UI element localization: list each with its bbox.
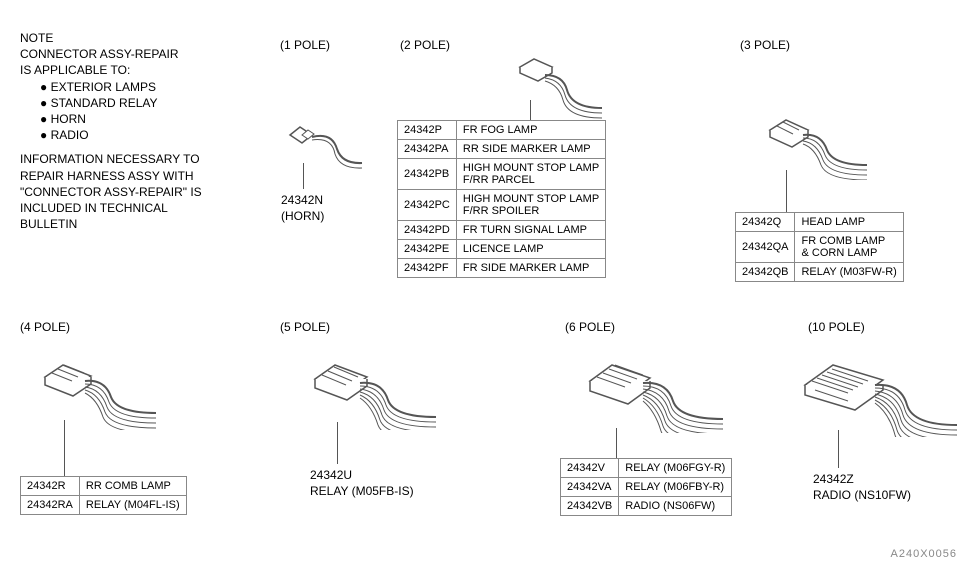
table-row: 24342QHEAD LAMP: [736, 213, 904, 232]
lead-line: [838, 430, 839, 468]
note-block: NOTE CONNECTOR ASSY-REPAIR IS APPLICABLE…: [20, 30, 202, 232]
table-row: 24342VRELAY (M06FGY-R): [561, 459, 732, 478]
part-desc: RR SIDE MARKER LAMP: [456, 140, 605, 159]
pole1-label: 24342N (HORN): [281, 193, 324, 224]
pole2-title: (2 POLE): [400, 38, 450, 52]
pole6-title: (6 POLE): [565, 320, 615, 334]
part-code: 24342VA: [561, 478, 619, 497]
part-code: 24342Q: [736, 213, 795, 232]
part-desc: HEAD LAMP: [795, 213, 903, 232]
part-desc: RELAY (M06FGY-R): [619, 459, 732, 478]
part-desc: HIGH MOUNT STOP LAMPF/RR PARCEL: [456, 159, 605, 190]
table-row: 24342PARR SIDE MARKER LAMP: [398, 140, 606, 159]
part-code: 24342PB: [398, 159, 457, 190]
pole1-sub: (HORN): [281, 209, 324, 225]
pole5-code: 24342U: [310, 468, 414, 484]
part-desc: FR COMB LAMP& CORN LAMP: [795, 232, 903, 263]
part-code: 24342PE: [398, 240, 457, 259]
part-desc: FR FOG LAMP: [456, 121, 605, 140]
pole5-sub: RELAY (M05FB-IS): [310, 484, 414, 500]
table-row: 24342PCHIGH MOUNT STOP LAMPF/RR SPOILER: [398, 190, 606, 221]
table-row: 24342VARELAY (M06FBY-R): [561, 478, 732, 497]
pole10-title: (10 POLE): [808, 320, 865, 334]
pole10-label: 24342Z RADIO (NS10FW): [813, 472, 911, 503]
part-code: 24342QA: [736, 232, 795, 263]
pole10-sub: RADIO (NS10FW): [813, 488, 911, 504]
part-desc: FR TURN SIGNAL LAMP: [456, 221, 605, 240]
part-desc: LICENCE LAMP: [456, 240, 605, 259]
part-code: 24342P: [398, 121, 457, 140]
pole1-code: 24342N: [281, 193, 324, 209]
pole5-title: (5 POLE): [280, 320, 330, 334]
part-desc: RADIO (NS06FW): [619, 497, 732, 516]
note-paragraph-line: INCLUDED IN TECHNICAL: [20, 200, 202, 216]
part-code: 24342PA: [398, 140, 457, 159]
pole10-code: 24342Z: [813, 472, 911, 488]
pole1-title: (1 POLE): [280, 38, 330, 52]
part-code: 24342PD: [398, 221, 457, 240]
part-code: 24342PF: [398, 259, 457, 278]
part-code: 24342R: [21, 477, 80, 496]
part-code: 24342V: [561, 459, 619, 478]
pole3-table: 24342QHEAD LAMP 24342QAFR COMB LAMP& COR…: [735, 212, 904, 282]
part-desc: RELAY (M03FW-R): [795, 263, 903, 282]
part-code: 24342RA: [21, 496, 80, 515]
pole6-table: 24342VRELAY (M06FGY-R) 24342VARELAY (M06…: [560, 458, 732, 516]
table-row: 24342PBHIGH MOUNT STOP LAMPF/RR PARCEL: [398, 159, 606, 190]
connector-3pole-icon: [755, 110, 885, 180]
note-paragraph-line: BULLETIN: [20, 216, 202, 232]
note-bullet: RADIO: [40, 127, 202, 143]
part-code: 24342QB: [736, 263, 795, 282]
footer-code: A240X0056: [891, 548, 958, 560]
lead-line: [530, 100, 531, 120]
lead-line: [303, 163, 304, 189]
part-desc: RELAY (M04FL-IS): [79, 496, 186, 515]
pole4-table: 24342RRR COMB LAMP 24342RARELAY (M04FL-I…: [20, 476, 187, 515]
part-desc: RELAY (M06FBY-R): [619, 478, 732, 497]
table-row: 24342PFR FOG LAMP: [398, 121, 606, 140]
lead-line: [64, 420, 65, 476]
note-line2: IS APPLICABLE TO:: [20, 62, 202, 78]
lead-line: [616, 428, 617, 458]
part-desc: HIGH MOUNT STOP LAMPF/RR SPOILER: [456, 190, 605, 221]
connector-6pole-icon: [575, 355, 735, 433]
pole2-table: 24342PFR FOG LAMP 24342PARR SIDE MARKER …: [397, 120, 606, 278]
connector-4pole-icon: [30, 355, 170, 430]
pole3-title: (3 POLE): [740, 38, 790, 52]
pole5-label: 24342U RELAY (M05FB-IS): [310, 468, 414, 499]
connector-2pole-icon: [505, 55, 625, 120]
part-code: 24342VB: [561, 497, 619, 516]
note-paragraph-line: REPAIR HARNESS ASSY WITH: [20, 168, 202, 184]
connector-10pole-icon: [790, 355, 965, 437]
table-row: 24342VBRADIO (NS06FW): [561, 497, 732, 516]
part-desc: RR COMB LAMP: [79, 477, 186, 496]
note-bullet: EXTERIOR LAMPS: [40, 79, 202, 95]
note-line1: CONNECTOR ASSY-REPAIR: [20, 46, 202, 62]
lead-line: [337, 422, 338, 464]
note-paragraph-line: "CONNECTOR ASSY-REPAIR" IS: [20, 184, 202, 200]
part-desc: FR SIDE MARKER LAMP: [456, 259, 605, 278]
note-bullet: STANDARD RELAY: [40, 95, 202, 111]
connector-5pole-icon: [300, 355, 450, 430]
table-row: 24342PELICENCE LAMP: [398, 240, 606, 259]
note-paragraph-line: INFORMATION NECESSARY TO: [20, 151, 202, 167]
part-code: 24342PC: [398, 190, 457, 221]
table-row: 24342PDFR TURN SIGNAL LAMP: [398, 221, 606, 240]
table-row: 24342QBRELAY (M03FW-R): [736, 263, 904, 282]
connector-1pole-icon: [275, 110, 375, 180]
table-row: 24342PFFR SIDE MARKER LAMP: [398, 259, 606, 278]
table-row: 24342RRR COMB LAMP: [21, 477, 187, 496]
note-bullet: HORN: [40, 111, 202, 127]
lead-line: [786, 170, 787, 212]
pole4-title: (4 POLE): [20, 320, 70, 334]
note-title: NOTE: [20, 30, 202, 46]
table-row: 24342RARELAY (M04FL-IS): [21, 496, 187, 515]
table-row: 24342QAFR COMB LAMP& CORN LAMP: [736, 232, 904, 263]
